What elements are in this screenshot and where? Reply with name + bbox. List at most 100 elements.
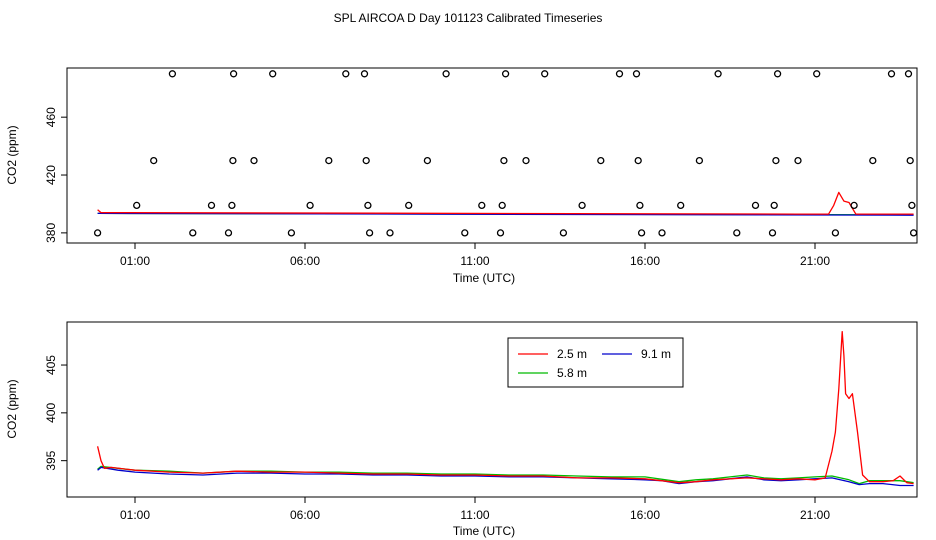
panel-top-x-ticks: 01:00 06:00 11:00 16:00 21:00 bbox=[120, 243, 830, 268]
legend-label-9-1m: 9.1 m bbox=[641, 347, 671, 361]
data-point-44 bbox=[733, 229, 741, 237]
x-tick-label-0-2: 11:00 bbox=[460, 254, 489, 268]
data-point-21 bbox=[405, 201, 413, 210]
data-point-3 bbox=[168, 70, 177, 78]
data-point-36 bbox=[632, 70, 641, 78]
data-point-38 bbox=[636, 201, 644, 210]
x-tick-label-1-2: 11:00 bbox=[460, 508, 489, 522]
data-point-1 bbox=[133, 201, 141, 210]
data-point-52 bbox=[831, 229, 840, 237]
x-tick-label-0-1: 06:00 bbox=[290, 254, 320, 268]
data-point-4 bbox=[189, 229, 197, 237]
y-tick-label-1-2: 405 bbox=[44, 355, 58, 375]
data-point-31 bbox=[541, 70, 549, 78]
data-point-9 bbox=[229, 70, 238, 78]
data-point-33 bbox=[578, 201, 586, 210]
panel-bottom-y-ticks: 395 400 405 bbox=[44, 355, 67, 471]
y-tick-label-0-0: 380 bbox=[44, 223, 58, 243]
data-point-56 bbox=[904, 70, 913, 78]
data-point-42 bbox=[695, 156, 704, 165]
data-point-18 bbox=[364, 201, 372, 210]
series-line-1-5-8-m bbox=[97, 465, 914, 485]
series-line-1-2-5-m bbox=[96, 330, 914, 485]
panel-top-frame bbox=[66, 67, 918, 244]
data-point-23 bbox=[442, 70, 450, 78]
y-tick-label-0-1: 420 bbox=[44, 165, 58, 185]
panel-bottom-xlabel: Time (UTC) bbox=[453, 524, 515, 538]
data-point-26 bbox=[496, 229, 505, 237]
x-tick-label-0-0: 01:00 bbox=[120, 254, 150, 268]
data-point-32 bbox=[559, 229, 568, 237]
panel-bottom-ylabel: CO2 (ppm) bbox=[5, 379, 19, 438]
series-line-0-2-5-m bbox=[97, 191, 914, 215]
data-point-29 bbox=[501, 70, 510, 78]
data-point-59 bbox=[909, 229, 918, 237]
data-point-43 bbox=[714, 70, 722, 78]
panel-top-xlabel: Time (UTC) bbox=[453, 271, 515, 285]
legend-label-2-5m: 2.5 m bbox=[557, 347, 587, 361]
data-point-13 bbox=[306, 201, 314, 210]
series-line-0-9-1-m bbox=[97, 212, 914, 216]
data-point-51 bbox=[813, 70, 821, 78]
data-point-16 bbox=[360, 70, 369, 78]
data-point-30 bbox=[522, 156, 530, 165]
legend: 2.5 m 5.8 m 9.1 m bbox=[507, 337, 684, 388]
data-point-37 bbox=[634, 156, 642, 165]
x-tick-label-0-4: 21:00 bbox=[800, 254, 830, 268]
data-point-49 bbox=[773, 70, 782, 78]
data-point-15 bbox=[342, 70, 350, 78]
data-point-34 bbox=[597, 156, 605, 165]
data-point-39 bbox=[637, 229, 646, 237]
data-point-12 bbox=[287, 229, 296, 237]
y-tick-label-1-1: 400 bbox=[44, 403, 58, 423]
data-point-25 bbox=[478, 201, 486, 210]
legend-label-5-8m: 5.8 m bbox=[557, 366, 587, 380]
panel-bottom-series bbox=[96, 330, 914, 487]
panel-top-ylabel: CO2 (ppm) bbox=[5, 125, 19, 184]
y-tick-label-0-2: 460 bbox=[44, 107, 58, 127]
data-point-19 bbox=[365, 229, 374, 237]
data-point-0 bbox=[93, 229, 102, 237]
data-point-41 bbox=[677, 201, 685, 210]
data-point-47 bbox=[770, 201, 778, 210]
data-point-45 bbox=[751, 201, 760, 210]
data-point-28 bbox=[500, 156, 508, 165]
series-line-1-9-1-m bbox=[97, 466, 914, 487]
data-point-54 bbox=[869, 156, 877, 165]
data-point-53 bbox=[850, 201, 858, 210]
panel-top-points bbox=[93, 70, 918, 237]
data-point-40 bbox=[658, 229, 666, 237]
data-point-27 bbox=[498, 201, 506, 210]
data-point-17 bbox=[362, 156, 370, 165]
data-point-20 bbox=[386, 229, 394, 237]
panel-bottom-frame bbox=[66, 321, 918, 498]
x-tick-label-1-4: 21:00 bbox=[800, 508, 830, 522]
data-point-24 bbox=[461, 229, 469, 237]
x-tick-label-1-1: 06:00 bbox=[290, 508, 320, 522]
panel-bottom-x-ticks: 01:00 06:00 11:00 16:00 21:00 bbox=[120, 497, 830, 522]
data-point-55 bbox=[887, 70, 896, 78]
data-point-7 bbox=[228, 201, 236, 210]
data-point-5 bbox=[207, 201, 216, 210]
y-tick-label-1-0: 395 bbox=[44, 450, 58, 470]
panel-bottom: 01:00 06:00 11:00 16:00 21:00 395 400 405 Time… bbox=[5, 321, 918, 538]
legend-box bbox=[507, 337, 684, 388]
data-point-2 bbox=[150, 156, 158, 165]
data-point-10 bbox=[250, 156, 258, 165]
data-point-50 bbox=[794, 156, 802, 165]
x-tick-label-0-3: 16:00 bbox=[630, 254, 660, 268]
panel-top-y-ticks: 380 420 460 bbox=[44, 107, 67, 243]
data-point-8 bbox=[229, 156, 237, 165]
data-point-14 bbox=[325, 156, 333, 165]
data-point-22 bbox=[423, 156, 432, 165]
data-point-48 bbox=[772, 156, 780, 165]
data-point-57 bbox=[906, 156, 914, 165]
data-point-58 bbox=[908, 201, 916, 210]
chart-title: SPL AIRCOA D Day 101123 Calibrated Times… bbox=[334, 11, 603, 25]
panel-top-series bbox=[97, 191, 914, 216]
x-tick-label-1-3: 16:00 bbox=[630, 508, 660, 522]
panel-top: 01:00 06:00 11:00 16:00 21:00 380 420 460 Time… bbox=[5, 67, 918, 285]
data-point-6 bbox=[224, 229, 233, 237]
data-point-11 bbox=[269, 70, 277, 78]
